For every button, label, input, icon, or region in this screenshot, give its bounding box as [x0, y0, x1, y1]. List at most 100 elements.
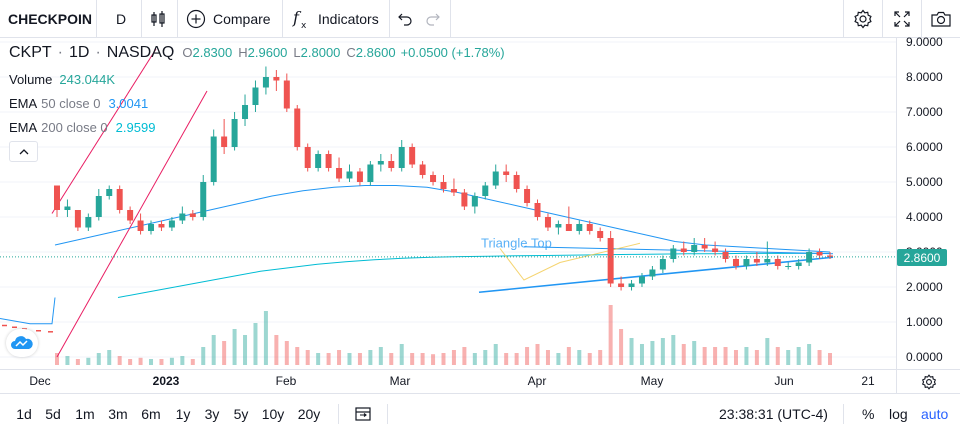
candle-body: [482, 185, 489, 196]
range-button-1d[interactable]: 1d: [16, 406, 32, 422]
volume-bar: [545, 350, 550, 365]
time-axis[interactable]: 21 Jun May Apr Mar Feb 2023 Dec: [0, 369, 960, 394]
volume-bar: [472, 353, 477, 365]
volume-bar: [514, 353, 519, 365]
candle-body: [565, 224, 572, 231]
candle-body: [743, 259, 750, 266]
candle-body: [659, 259, 666, 270]
volume-bar: [368, 350, 373, 365]
volume-bar: [305, 350, 310, 365]
candle-body: [691, 245, 698, 252]
settings-icon[interactable]: [847, 0, 879, 38]
price-chart[interactable]: Triangle Top: [0, 38, 896, 369]
price-axis-label: 7.0000: [906, 105, 943, 119]
candle-body: [638, 276, 645, 284]
auto-scale-toggle[interactable]: auto: [921, 406, 949, 422]
candle-body: [158, 224, 165, 228]
range-button-5d[interactable]: 5d: [45, 406, 61, 422]
ema50-params: 50 close 0: [41, 96, 101, 111]
volume-bar: [232, 329, 237, 365]
volume-bar: [660, 338, 665, 365]
candle-body: [795, 262, 802, 266]
camera-icon[interactable]: [925, 0, 957, 38]
toolbar-divider: [282, 0, 283, 38]
fullscreen-icon[interactable]: [886, 0, 918, 38]
legend-exchange: NASDAQ: [106, 44, 175, 61]
volume-legend-row[interactable]: Volume 243.044K: [9, 72, 115, 87]
candle-body: [148, 224, 155, 231]
volume-bar: [75, 359, 80, 365]
candle-body: [544, 217, 551, 228]
volume-bar: [535, 344, 540, 365]
volume-label: Volume: [9, 72, 53, 87]
time-axis-label: Dec: [29, 374, 51, 388]
range-button-1y[interactable]: 1y: [175, 406, 191, 422]
ema200-value: 2.9599: [115, 120, 156, 135]
range-button-6m[interactable]: 6m: [141, 406, 161, 422]
redo-icon[interactable]: [417, 0, 449, 38]
range-button-5y[interactable]: 5y: [233, 406, 249, 422]
undo-icon[interactable]: [389, 0, 421, 38]
candles-icon[interactable]: [142, 0, 174, 38]
toolbar-divider: [450, 0, 451, 38]
volume-bar: [807, 344, 812, 365]
compare-label: Compare: [213, 11, 271, 27]
candle-body: [398, 147, 405, 168]
tradingview-logo[interactable]: [6, 329, 38, 357]
range-button-10y[interactable]: 10y: [261, 406, 285, 422]
candle-body: [74, 210, 81, 228]
compare-button[interactable]: Compare: [186, 0, 271, 38]
timezone-clock[interactable]: 23:38:31 (UTC-4): [719, 406, 828, 422]
price-axis[interactable]: 0.00001.00002.00003.00004.00005.00006.00…: [896, 35, 960, 369]
volume-bar: [796, 347, 801, 365]
volume-bar: [65, 356, 70, 365]
interval-selector[interactable]: D: [115, 11, 127, 27]
date-range-button[interactable]: [354, 405, 372, 428]
candle-body: [367, 164, 374, 182]
candle-body: [524, 189, 531, 203]
price-axis-label: 8.0000: [906, 70, 943, 84]
symbol-search[interactable]: CHECKPOIN: [8, 11, 93, 27]
volume-bar: [128, 359, 133, 365]
volume-bar: [274, 335, 279, 365]
volume-bar: [441, 353, 446, 365]
time-axis-label: Feb: [275, 374, 297, 388]
volume-bar: [222, 341, 227, 365]
trendline-lower: [56, 90, 208, 358]
time-axis-label: 21: [861, 374, 875, 388]
candle-body: [701, 245, 708, 249]
legend-collapse-button[interactable]: [9, 141, 38, 162]
ema200-name: EMA: [9, 120, 38, 135]
legend-change: +0.0500 (+1.78%): [400, 45, 505, 60]
volume-bar: [117, 356, 122, 365]
range-button-1m[interactable]: 1m: [75, 406, 95, 422]
symbol-legend-row[interactable]: CKPT · 1D · NASDAQ O 2.8300 H 2.9600 L 2…: [9, 44, 505, 62]
log-scale-toggle[interactable]: log: [889, 406, 908, 422]
volume-bar: [566, 347, 571, 365]
candle-body: [189, 213, 196, 217]
volume-bar: [754, 350, 759, 365]
volume-bar: [598, 350, 603, 365]
volume-bar: [713, 347, 718, 365]
range-button-20y[interactable]: 20y: [297, 406, 321, 422]
toolbar-divider: [141, 0, 142, 38]
candle-body: [252, 87, 259, 105]
volume-bar: [347, 353, 352, 365]
calendar-range-icon: [355, 407, 371, 421]
percent-scale-toggle[interactable]: %: [862, 406, 875, 422]
ema200-legend-row[interactable]: EMA 200 close 0 2.9599: [9, 120, 155, 135]
price-axis-label: 1.0000: [906, 315, 943, 329]
axis-settings-button[interactable]: [896, 370, 960, 394]
toolbar-divider: [389, 0, 390, 38]
volume-bar: [619, 329, 624, 365]
ema50-legend-row[interactable]: EMA 50 close 0 3.0041: [9, 96, 148, 111]
legend-close-key: C: [346, 45, 356, 60]
range-button-3y[interactable]: 3y: [204, 406, 220, 422]
volume-bar: [96, 353, 101, 365]
range-button-3m[interactable]: 3m: [108, 406, 128, 422]
pattern-label: Triangle Top: [481, 235, 552, 250]
volume-bar: [671, 335, 676, 365]
volume-bar: [159, 359, 164, 365]
legend-low-value: 2.8000: [300, 45, 341, 60]
